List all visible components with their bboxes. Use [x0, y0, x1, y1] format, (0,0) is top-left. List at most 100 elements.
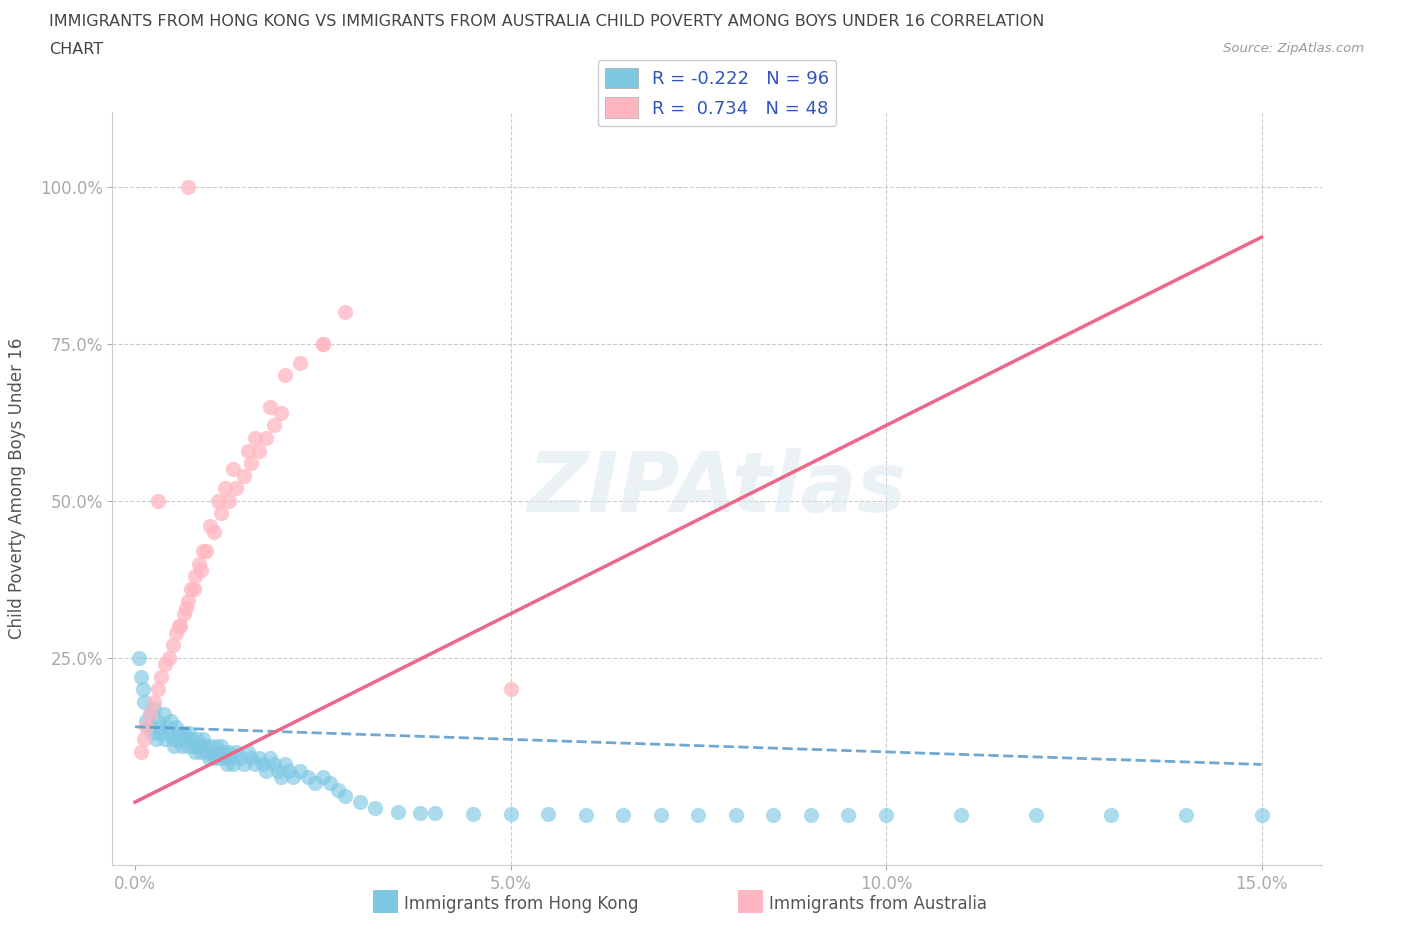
Point [191, 543, 214, 558]
Point [150, 725, 173, 740]
Point [240, 751, 263, 765]
Point [232, 469, 254, 484]
Y-axis label: Child Poverty Among Boys Under 16: Child Poverty Among Boys Under 16 [8, 338, 25, 639]
Point [297, 770, 319, 785]
Point [247, 751, 270, 765]
Point [312, 337, 335, 352]
Point [274, 367, 297, 383]
Point [174, 732, 197, 747]
Point [326, 782, 349, 797]
Point [650, 807, 672, 822]
Point [190, 563, 212, 578]
Point [142, 700, 165, 715]
Point [259, 751, 281, 765]
Point [132, 694, 155, 710]
Point [270, 405, 292, 420]
Point [187, 556, 209, 571]
Point [243, 431, 266, 445]
Point [135, 720, 157, 735]
Point [499, 682, 522, 697]
Point [183, 581, 205, 596]
Point [218, 493, 240, 508]
Point [724, 807, 747, 822]
Point [240, 456, 263, 471]
Point [128, 650, 150, 665]
Point [837, 807, 859, 822]
Point [129, 670, 152, 684]
Point [184, 744, 207, 759]
Point [762, 807, 785, 822]
Text: Immigrants from Hong Kong: Immigrants from Hong Kong [404, 895, 638, 913]
Text: Immigrants from Australia: Immigrants from Australia [769, 895, 987, 913]
Point [499, 807, 522, 822]
Point [167, 725, 190, 740]
Point [146, 682, 169, 697]
Point [236, 744, 259, 759]
Text: ZIPAtlas: ZIPAtlas [527, 447, 907, 529]
Point [209, 738, 232, 753]
Point [221, 757, 243, 772]
Point [183, 738, 205, 753]
Point [167, 619, 190, 634]
Point [153, 732, 176, 747]
Point [157, 725, 180, 740]
Point [409, 805, 432, 820]
Point [190, 744, 212, 759]
Point [139, 707, 162, 722]
Point [155, 720, 177, 735]
Point [1250, 807, 1272, 822]
Point [162, 732, 184, 747]
Point [256, 764, 278, 778]
Point [267, 764, 290, 778]
Point [202, 525, 225, 539]
Point [180, 581, 202, 596]
Point [198, 519, 221, 534]
Point [186, 732, 208, 747]
Point [688, 807, 710, 822]
Point [252, 757, 274, 772]
Point [160, 713, 183, 728]
Text: CHART: CHART [49, 42, 103, 57]
Point [148, 720, 170, 735]
Point [278, 764, 301, 778]
Point [312, 337, 335, 352]
Point [129, 744, 152, 759]
Point [142, 694, 165, 710]
Point [290, 764, 312, 778]
Point [312, 770, 335, 785]
Point [387, 804, 409, 819]
Point [263, 757, 285, 772]
Point [212, 744, 235, 759]
Point [157, 650, 180, 665]
Legend: R = -0.222   N = 96, R =  0.734   N = 48: R = -0.222 N = 96, R = 0.734 N = 48 [598, 60, 837, 126]
Point [247, 444, 270, 458]
Point [537, 807, 560, 822]
Point [153, 657, 176, 671]
Point [197, 751, 219, 765]
Point [173, 606, 195, 621]
Point [201, 744, 224, 759]
Point [209, 506, 232, 521]
Point [163, 738, 186, 753]
Point [176, 179, 198, 194]
Point [319, 776, 342, 790]
Point [138, 720, 160, 735]
Point [461, 806, 484, 821]
Point [875, 807, 897, 822]
Point [174, 600, 197, 615]
Point [202, 751, 225, 765]
Point [208, 751, 231, 765]
Point [229, 751, 252, 765]
Point [184, 568, 207, 584]
Point [243, 757, 266, 772]
Text: IMMIGRANTS FROM HONG KONG VS IMMIGRANTS FROM AUSTRALIA CHILD POVERTY AMONG BOYS : IMMIGRANTS FROM HONG KONG VS IMMIGRANTS … [49, 14, 1045, 29]
Point [219, 751, 242, 765]
Point [176, 594, 198, 609]
Point [950, 807, 973, 822]
Point [335, 305, 357, 320]
Point [232, 757, 254, 772]
Point [207, 744, 229, 759]
Point [193, 738, 215, 753]
Point [214, 751, 236, 765]
Point [349, 794, 371, 809]
